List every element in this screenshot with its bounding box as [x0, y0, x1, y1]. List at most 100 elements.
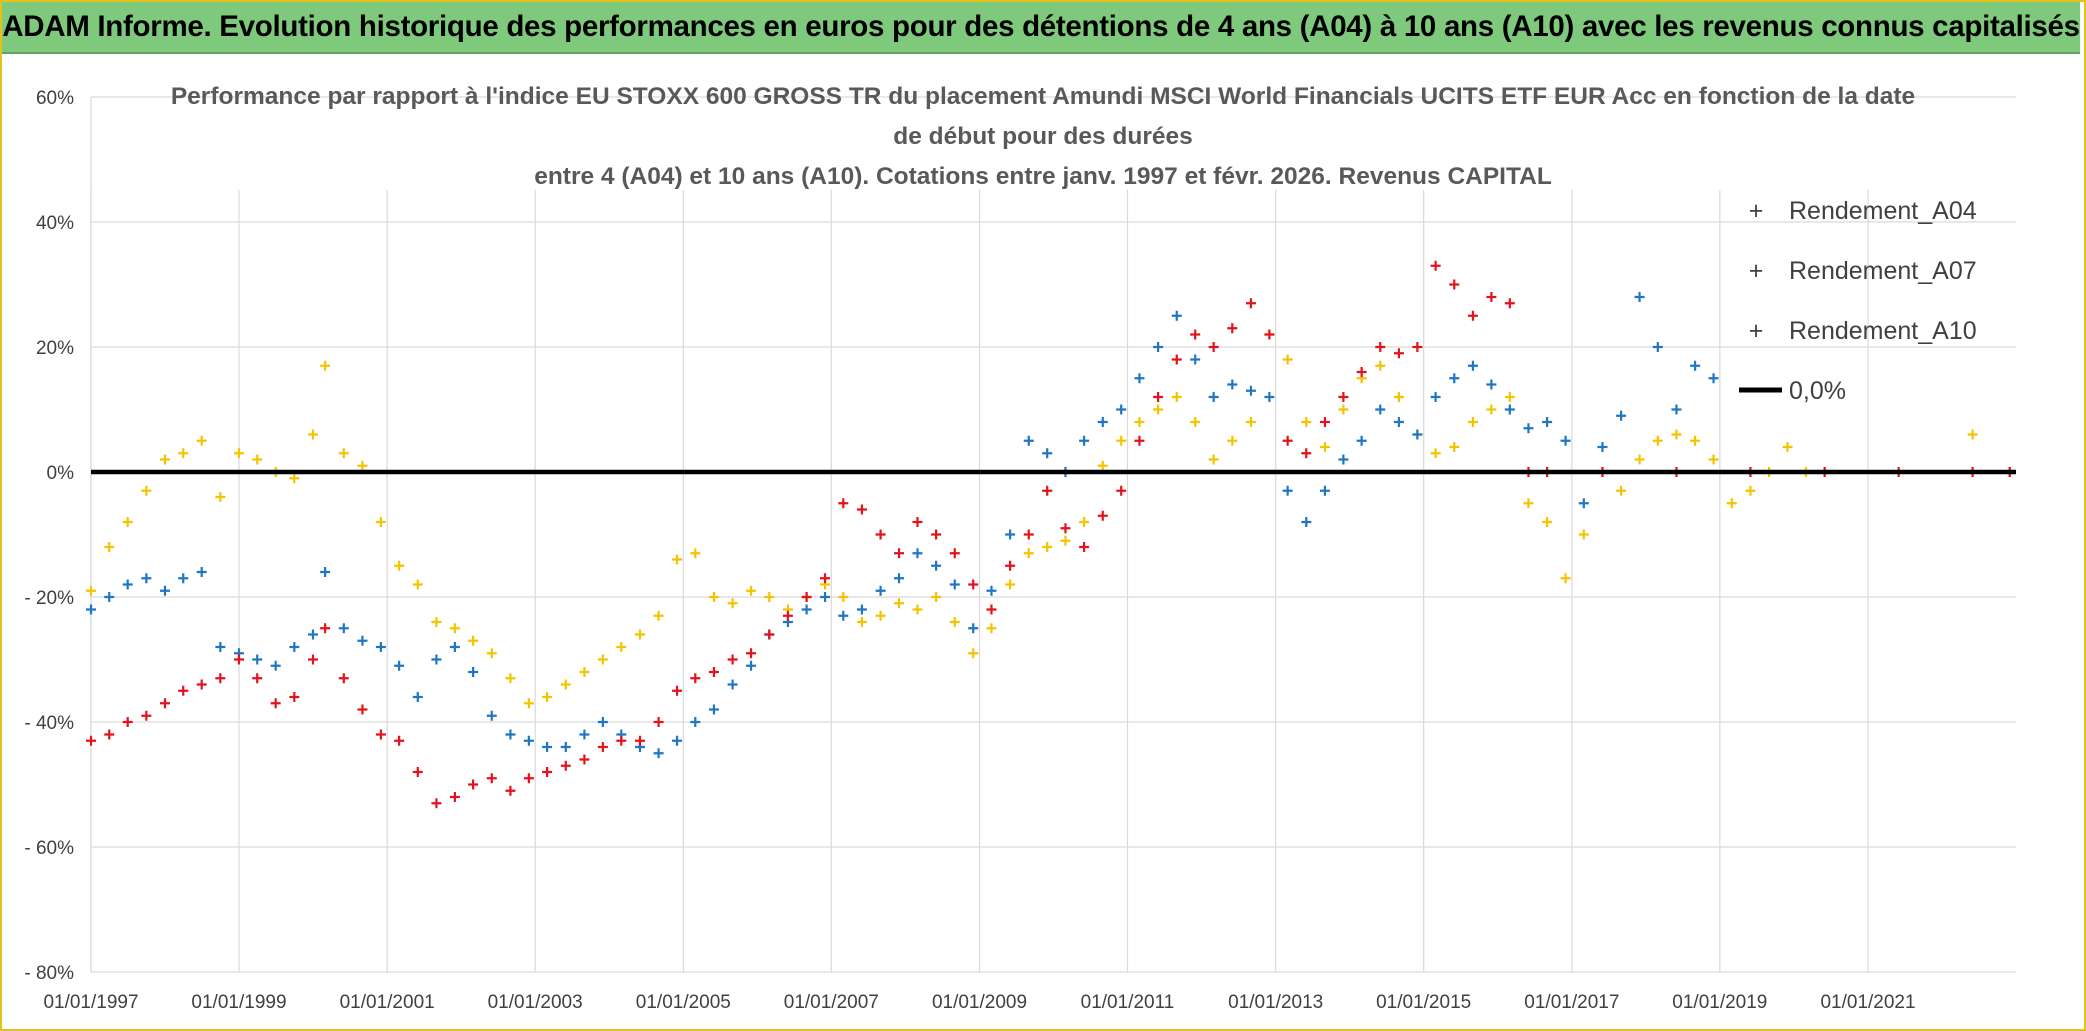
- data-point: [560, 679, 571, 690]
- data-point: [1005, 579, 1016, 590]
- data-point: [1504, 404, 1515, 415]
- data-point: [968, 623, 979, 634]
- data-point: [1301, 517, 1312, 527]
- data-point: [505, 729, 516, 740]
- data-point: [634, 735, 645, 746]
- data-point: [1042, 542, 1053, 552]
- data-point: [141, 573, 152, 584]
- data-point: [1245, 417, 1256, 427]
- data-point: [307, 429, 318, 440]
- x-tick-label: 01/01/1999: [191, 992, 286, 1013]
- data-point: [1153, 392, 1164, 402]
- data-point: [672, 685, 683, 696]
- data-point: [412, 692, 423, 702]
- data-point: [1116, 435, 1127, 446]
- data-point: [912, 604, 923, 615]
- data-point: [986, 604, 997, 615]
- data-point: [986, 623, 997, 634]
- data-point: [1319, 417, 1330, 427]
- legend-label-a07: Rendement_A07: [1789, 257, 1977, 285]
- data-point: [1023, 529, 1034, 540]
- data-point: [1616, 485, 1627, 496]
- chart-title-line-1: Performance par rapport à l'indice EU ST…: [171, 83, 1915, 110]
- data-point: [289, 692, 300, 702]
- data-point: [431, 617, 442, 627]
- x-grid-lines: [90, 190, 1869, 972]
- data-point: [178, 448, 189, 459]
- data-point: [875, 585, 886, 596]
- data-point: [1578, 498, 1589, 509]
- data-point: [523, 773, 534, 784]
- y-tick-label: - 80%: [24, 963, 74, 984]
- data-point: [122, 517, 133, 527]
- data-point: [1690, 435, 1701, 446]
- legend-label-a10: Rendement_A10: [1789, 317, 1977, 345]
- data-point: [1597, 442, 1608, 452]
- data-point: [357, 635, 368, 646]
- data-point: [912, 517, 923, 527]
- data-point: [949, 548, 960, 559]
- data-point: [1560, 573, 1571, 584]
- data-point: [1079, 542, 1090, 552]
- data-point: [159, 585, 170, 596]
- data-point: [215, 642, 226, 652]
- data-point: [1060, 535, 1071, 546]
- data-point: [1523, 498, 1534, 509]
- data-point: [1412, 342, 1423, 352]
- data-point: [1708, 373, 1719, 384]
- legend-marker-a07: +: [1749, 257, 1764, 285]
- data-point: [1542, 517, 1553, 527]
- data-point: [178, 573, 189, 584]
- data-point: [579, 667, 590, 677]
- data-point: [1652, 435, 1663, 446]
- x-tick-label: 01/01/2001: [340, 992, 435, 1013]
- x-tick-label: 01/01/1997: [43, 992, 138, 1013]
- legend-marker-a04: +: [1749, 197, 1764, 225]
- x-tick-label: 01/01/2007: [784, 992, 879, 1013]
- data-point: [1449, 442, 1460, 452]
- data-point: [1282, 485, 1293, 496]
- x-tick-label: 01/01/2021: [1820, 992, 1915, 1013]
- x-axis-ticks: 01/01/1997 01/01/1999 01/01/2001 01/01/2003…: [43, 992, 1915, 1013]
- data-point: [412, 579, 423, 590]
- data-point: [875, 610, 886, 621]
- data-point: [616, 642, 627, 652]
- data-point: [542, 692, 553, 702]
- data-point: [375, 642, 386, 652]
- data-point: [215, 673, 226, 684]
- data-point: [1282, 435, 1293, 446]
- data-point: [1375, 342, 1386, 352]
- data-point: [1079, 435, 1090, 446]
- data-point: [1338, 404, 1349, 415]
- data-point: [104, 542, 115, 552]
- data-point: [1097, 417, 1108, 427]
- data-point: [86, 735, 96, 746]
- data-point: [1153, 342, 1164, 352]
- data-point: [468, 667, 479, 677]
- data-point: [690, 717, 701, 727]
- data-point: [270, 660, 281, 671]
- data-point: [1393, 417, 1404, 427]
- data-series: [86, 260, 2015, 809]
- data-point: [1264, 392, 1275, 402]
- data-point: [931, 592, 942, 602]
- data-point: [653, 748, 664, 759]
- data-point: [1338, 454, 1349, 465]
- data-point: [838, 610, 849, 621]
- data-point: [468, 635, 479, 646]
- data-point: [1449, 279, 1460, 290]
- data-point: [1652, 342, 1663, 352]
- data-point: [1171, 392, 1182, 402]
- data-point: [949, 579, 960, 590]
- data-point: [1504, 298, 1515, 309]
- data-point: [196, 567, 207, 577]
- data-point: [1504, 392, 1515, 402]
- data-point: [86, 585, 96, 596]
- data-point: [357, 704, 368, 715]
- data-point: [1393, 348, 1404, 359]
- data-point: [560, 760, 571, 771]
- data-point: [1542, 417, 1553, 427]
- data-point: [375, 517, 386, 527]
- data-point: [782, 610, 793, 621]
- data-point: [1375, 360, 1386, 371]
